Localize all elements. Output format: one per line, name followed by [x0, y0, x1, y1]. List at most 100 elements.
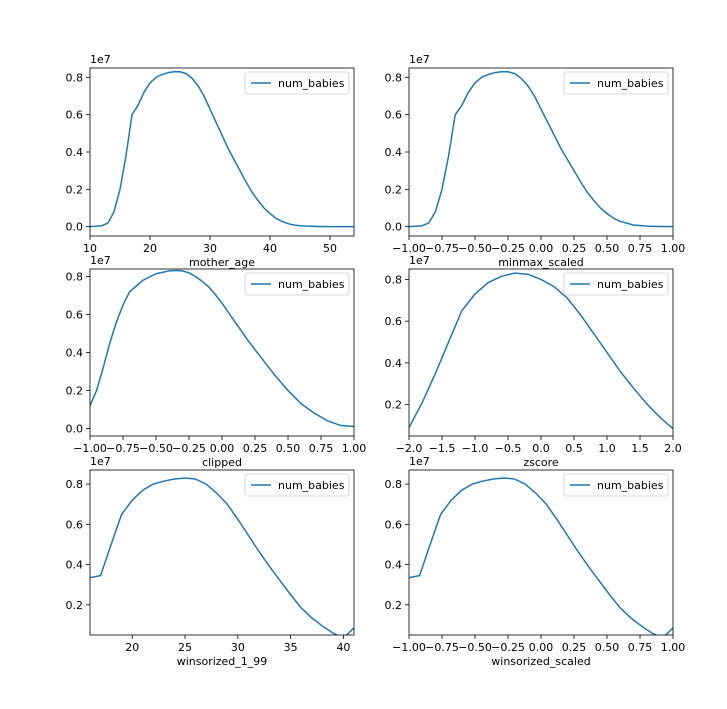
x-tick-label: −0.25	[491, 242, 525, 255]
y-tick-label: 0.0	[66, 221, 84, 234]
y-tick-label: 0.8	[66, 71, 84, 84]
x-tick-label: −1.00	[73, 442, 107, 455]
x-tick-label: 0.75	[628, 242, 653, 255]
x-axis-label: minmax_scaled	[498, 256, 584, 269]
series-line-num-babies	[409, 70, 673, 228]
x-tick-label: 0.00	[529, 641, 554, 654]
y-tick-label: 0.4	[66, 559, 84, 572]
y-tick-label: 0.0	[385, 221, 403, 234]
legend: num_babies	[563, 272, 669, 296]
series-line-num-babies	[90, 477, 354, 635]
x-tick-label: 0.75	[309, 442, 334, 455]
x-tick-label: 30	[203, 242, 217, 255]
x-tick-label: −1.0	[462, 442, 489, 455]
legend: num_babies	[563, 71, 669, 95]
y-tick-label: 0.8	[66, 478, 84, 491]
x-tick-label: −1.00	[392, 242, 426, 255]
x-tick-label: 20	[125, 641, 139, 654]
y-tick-label: 0.4	[66, 146, 84, 159]
x-tick-label: −0.5	[495, 442, 522, 455]
legend-box	[563, 71, 669, 95]
legend: num_babies	[244, 473, 350, 497]
x-tick-label: 1.00	[661, 641, 686, 654]
x-tick-label: 0.0	[532, 442, 550, 455]
x-tick-label: 0.5	[565, 442, 583, 455]
x-tick-label: 0.50	[595, 242, 620, 255]
x-tick-label: 50	[323, 242, 337, 255]
subplot-4: −2.0 −1.5 −1.0 −0.5 0.0 0.5 1.0 1.5 2.0 0.2 0.4 0.6…	[385, 254, 682, 469]
x-tick-label: 40	[336, 641, 350, 654]
x-tick-label: −1.00	[392, 641, 426, 654]
x-tick-label: −1.5	[429, 442, 456, 455]
x-axis-label: winsorized_1_99	[177, 655, 268, 668]
y-tick-label: 0.8	[385, 273, 403, 286]
y-tick-label: 0.6	[66, 309, 84, 322]
x-tick-label: −0.50	[458, 641, 492, 654]
series-line-num-babies	[409, 477, 673, 635]
x-tick-label: 1.00	[342, 442, 367, 455]
y-tick-label: 0.4	[385, 146, 403, 159]
y-tick-label: 0.8	[66, 271, 84, 284]
y-offset-text: 1e7	[409, 254, 430, 267]
x-tick-label: 35	[284, 641, 298, 654]
y-tick-label: 0.4	[385, 559, 403, 572]
x-tick-label: 0.25	[562, 242, 587, 255]
legend-label: num_babies	[278, 77, 345, 90]
x-tick-label: 0.25	[562, 641, 587, 654]
x-tick-label: 0.00	[529, 242, 554, 255]
legend-box	[244, 272, 350, 296]
legend-label: num_babies	[597, 278, 664, 291]
subplot-5: 20 25 30 35 40 0.2 0.4 0.6 0.8 1e7 winsorized_1_99…	[66, 455, 355, 668]
y-offset-text: 1e7	[90, 455, 111, 468]
y-tick-label: 0.2	[66, 183, 84, 196]
x-tick-label: −0.50	[458, 242, 492, 255]
y-tick-label: 0.6	[385, 109, 403, 122]
x-tick-label: 0.25	[243, 442, 268, 455]
subplot-6: −1.00 −0.75 −0.50 −0.25 0.00 0.25 0.50 0.75 1.00…	[385, 455, 686, 668]
legend: num_babies	[563, 473, 669, 497]
x-tick-label: −0.75	[425, 641, 459, 654]
y-tick-label: 0.2	[385, 599, 403, 612]
y-tick-label: 0.2	[66, 599, 84, 612]
x-tick-label: 40	[263, 242, 277, 255]
y-tick-label: 0.8	[385, 478, 403, 491]
y-tick-label: 0.8	[385, 71, 403, 84]
y-tick-label: 0.4	[385, 357, 403, 370]
subplot-1: 10 20 30 40 50 0.0 0.2 0.4 0.6 0.8 1e7 mother_age nu…	[66, 53, 355, 269]
x-axis-label: winsorized_scaled	[491, 655, 590, 668]
y-tick-label: 0.2	[385, 183, 403, 196]
y-offset-text: 1e7	[90, 53, 111, 66]
x-tick-label: 0.00	[210, 442, 235, 455]
y-tick-label: 0.0	[66, 422, 84, 435]
legend-label: num_babies	[597, 479, 664, 492]
x-tick-label: −0.25	[172, 442, 206, 455]
x-axis-label: mother_age	[189, 256, 255, 269]
legend-box	[563, 473, 669, 497]
x-tick-label: 2.0	[664, 442, 682, 455]
legend-box	[244, 473, 350, 497]
series-line-num-babies	[409, 272, 673, 430]
x-tick-label: 30	[231, 641, 245, 654]
x-tick-label: 1.0	[598, 442, 616, 455]
x-tick-label: 0.75	[628, 641, 653, 654]
x-tick-label: 0.50	[276, 442, 301, 455]
y-offset-text: 1e7	[409, 53, 430, 66]
y-offset-text: 1e7	[90, 254, 111, 267]
x-tick-label: −0.75	[106, 442, 140, 455]
axes-frame	[89, 469, 355, 636]
y-tick-label: 0.6	[385, 315, 403, 328]
x-tick-label: 1.00	[661, 242, 686, 255]
y-tick-label: 0.6	[66, 109, 84, 122]
x-tick-label: −0.75	[425, 242, 459, 255]
legend-box	[563, 272, 669, 296]
legend-label: num_babies	[278, 278, 345, 291]
x-tick-label: 0.50	[595, 641, 620, 654]
legend: num_babies	[244, 71, 350, 95]
y-offset-text: 1e7	[409, 455, 430, 468]
x-tick-label: −2.0	[396, 442, 423, 455]
series-line-num-babies	[90, 70, 354, 228]
x-axis-label: clipped	[202, 456, 242, 469]
x-tick-label: −0.25	[491, 641, 525, 654]
y-tick-label: 0.2	[66, 384, 84, 397]
series-line-num-babies	[90, 269, 354, 428]
